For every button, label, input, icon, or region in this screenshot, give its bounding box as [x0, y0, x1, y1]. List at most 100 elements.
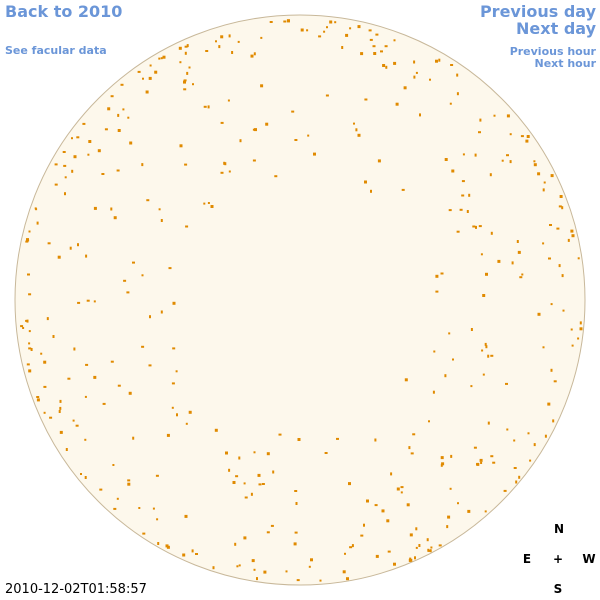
facular-point [186, 44, 189, 48]
facular-point [544, 434, 547, 438]
facular-point [468, 193, 471, 197]
facular-point [527, 432, 530, 435]
facular-point [400, 486, 404, 489]
facular-point [93, 300, 96, 303]
facular-point [207, 202, 210, 204]
facular-point [307, 134, 310, 137]
facular-point [579, 321, 582, 325]
facular-point [228, 468, 231, 472]
facular-point [323, 30, 326, 33]
facular-point [393, 61, 397, 65]
facular-point [145, 90, 149, 94]
facular-point [484, 342, 487, 346]
facular-point [429, 549, 432, 553]
facular-point [360, 52, 364, 56]
facular-point [382, 64, 386, 67]
facular-point [243, 482, 246, 485]
facular-point [183, 88, 187, 91]
facular-point [28, 342, 31, 345]
facular-point [183, 80, 186, 84]
back-link[interactable]: Back to 2010 [5, 2, 123, 21]
facular-point [237, 40, 240, 43]
facular-point [129, 141, 133, 145]
facular-point [364, 180, 367, 184]
facular-link[interactable]: See facular data [5, 44, 107, 57]
facular-point [428, 420, 430, 423]
facular-point [548, 257, 551, 260]
facular-point [482, 373, 485, 376]
facular-point [250, 492, 253, 496]
facular-point [447, 515, 451, 519]
facular-point [433, 350, 436, 353]
facular-point [141, 345, 145, 348]
facular-point [559, 195, 563, 198]
facular-point [71, 137, 73, 140]
facular-point [207, 105, 210, 109]
facular-point [550, 368, 553, 372]
facular-point [93, 375, 97, 379]
facular-point [294, 139, 298, 141]
facular-point [127, 482, 131, 486]
facular-point [179, 144, 183, 148]
facular-point [117, 129, 121, 132]
facular-point [87, 153, 90, 156]
next-day-link[interactable]: Next day [516, 19, 596, 38]
previous-day-link[interactable]: Previous day [479, 2, 596, 21]
facular-point [88, 140, 92, 143]
facular-point [160, 310, 163, 314]
facular-point [297, 438, 301, 441]
facular-point [123, 279, 127, 282]
facular-point [97, 149, 101, 153]
facular-point [26, 363, 30, 366]
facular-point [127, 116, 130, 119]
facular-point [478, 131, 481, 134]
facular-point [547, 402, 551, 406]
facular-point [570, 328, 573, 331]
facular-point [346, 577, 349, 581]
facular-point [533, 443, 536, 447]
facular-point [203, 202, 206, 205]
facular-point [142, 77, 144, 80]
next-hour-link[interactable]: Next hour [534, 57, 597, 70]
facular-point [513, 439, 516, 442]
facular-point [351, 544, 354, 548]
facular-point [487, 354, 490, 358]
facular-point [272, 470, 275, 474]
facular-point [64, 192, 66, 196]
facular-point [418, 544, 421, 547]
facular-point [93, 206, 97, 210]
facular-point [386, 519, 390, 523]
facular-point [266, 452, 270, 456]
facular-point [466, 210, 469, 213]
facular-point [341, 46, 344, 49]
facular-point [482, 294, 486, 297]
facular-point [526, 135, 530, 138]
facular-point [238, 456, 241, 460]
facular-point [84, 476, 87, 479]
facular-point [294, 490, 298, 492]
facular-point [117, 113, 120, 117]
facular-point [450, 64, 454, 66]
facular-point [142, 532, 146, 535]
facular-point [474, 153, 477, 157]
facular-point [501, 159, 504, 162]
facular-point [110, 360, 114, 363]
facular-point [457, 502, 459, 505]
facular-point [28, 293, 32, 296]
facular-point [440, 272, 444, 275]
facular-point [490, 455, 494, 458]
facular-point [122, 108, 125, 111]
facular-point [186, 71, 189, 75]
compass-south: S [553, 582, 563, 596]
facular-point [80, 473, 82, 475]
facular-point [113, 216, 117, 220]
facular-point [179, 61, 182, 64]
facular-point [162, 55, 166, 59]
previous-hour-link[interactable]: Previous hour [509, 45, 596, 58]
facular-point [176, 413, 178, 417]
facular-point [35, 208, 38, 211]
facular-point [348, 482, 351, 486]
facular-point [253, 568, 256, 571]
facular-point [148, 364, 152, 367]
facular-point [64, 176, 67, 179]
